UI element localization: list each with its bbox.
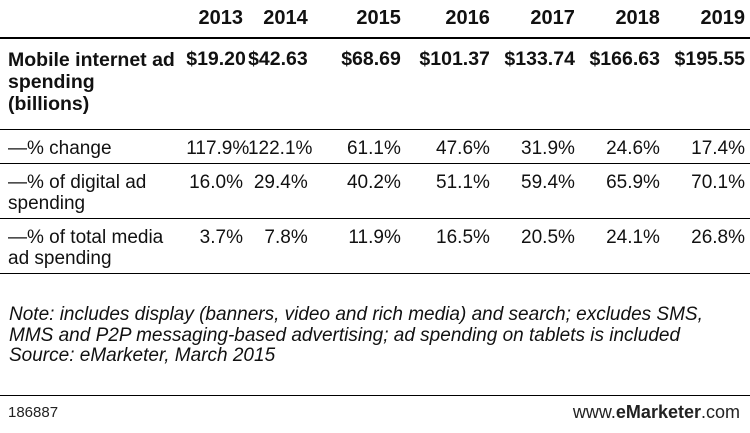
table-cell: 61.1% [346,138,401,159]
brand-suffix: .com [700,402,740,422]
table-cell: 11.9% [348,227,401,248]
table-cell: 7.8% [264,227,308,248]
col-header: 2015 [356,7,401,29]
col-header: 2017 [530,7,575,29]
corner-cell [0,0,186,38]
table-cell: 122.1% [247,138,313,159]
table-cell: 65.9% [606,172,660,193]
table-cell: 70.1% [691,172,745,193]
source-text: Source: eMarketer, March 2015 [9,345,276,366]
table-cell: 3.7% [199,227,243,248]
table-cell: 31.9% [521,138,575,159]
table-cell: 117.9% [186,138,250,159]
chart-id: 186887 [8,404,59,421]
note-text: Note: includes display (banners, video a… [9,304,703,346]
table-cell: 47.6% [436,138,490,159]
table-cell: $68.69 [341,48,401,70]
table-row: Mobile internet ad spending (billions) $… [0,38,750,130]
brand-footer: www.eMarketer.com [573,402,740,423]
table-cell: 24.1% [606,227,660,248]
row-label: —% change [8,138,112,159]
col-header: 2013 [198,7,243,29]
table-cell: 17.4% [691,138,745,159]
table-cell: $42.63 [248,48,308,70]
table-row: —% of total media ad spending 3.7% 7.8% … [0,219,750,274]
col-header: 2014 [263,7,308,29]
row-label: Mobile internet ad spending (billions) [8,49,175,115]
table-note: Note: includes display (banners, video a… [9,304,744,367]
table-cell: $133.74 [504,48,575,70]
table-row: —% of digital ad spending 16.0% 29.4% 40… [0,164,750,219]
table-cell: $101.37 [419,48,490,70]
table-cell: 20.5% [521,227,575,248]
row-label: —% of digital ad spending [8,172,147,214]
table-cell: 40.2% [346,172,401,193]
row-label: —% of total media ad spending [8,227,164,269]
col-header: 2019 [700,7,746,29]
table-cell: $166.63 [589,48,660,70]
table-cell: $19.20 [186,48,246,70]
table-cell: 24.6% [606,138,660,159]
table-cell: 16.5% [436,227,490,248]
table-row: —% change 117.9% 122.1% 61.1% 47.6% 31.9… [0,130,750,164]
header-row: 2013 2014 2015 2016 2017 2018 2019 [0,0,750,38]
col-header: 2018 [615,7,660,29]
col-header: 2016 [445,7,490,29]
table-cell: 59.4% [521,172,575,193]
table-cell: 16.0% [189,172,243,193]
table-cell: 29.4% [253,172,308,193]
brand-name: eMarketer [615,402,701,422]
table-cell: $195.55 [674,48,746,70]
table-cell: 51.1% [436,172,490,193]
footer-divider [0,395,750,396]
data-table: 2013 2014 2015 2016 2017 2018 2019 Mobil… [0,0,750,274]
table-cell: 26.8% [691,227,745,248]
brand-prefix: www. [572,402,616,422]
